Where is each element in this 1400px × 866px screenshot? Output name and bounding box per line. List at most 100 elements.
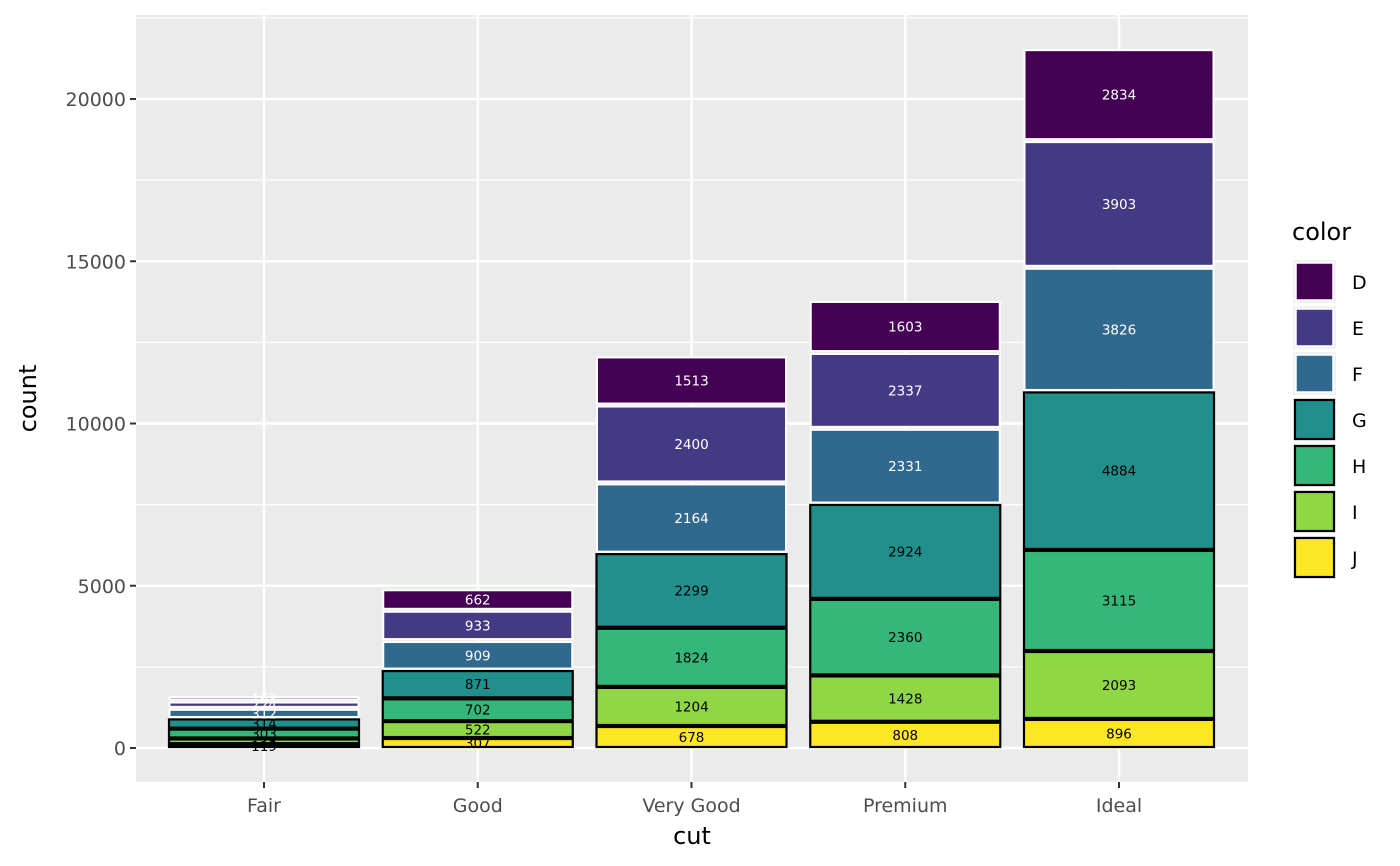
segment-label: 2360 bbox=[888, 630, 922, 646]
segment-label: 2299 bbox=[674, 583, 708, 599]
x-tick-label: Good bbox=[453, 795, 503, 817]
segment-label: 871 bbox=[465, 677, 491, 693]
segment-label: 4884 bbox=[1102, 464, 1136, 480]
legend-swatch-e bbox=[1295, 308, 1334, 347]
bar-segment-very-good-d bbox=[596, 356, 787, 405]
bar-segment-fair-d bbox=[168, 696, 360, 701]
legend-label: I bbox=[1352, 502, 1358, 524]
bar-segment-premium-i bbox=[809, 675, 1002, 722]
y-axis-title: count bbox=[14, 365, 42, 433]
bar-segment-very-good-i bbox=[595, 686, 788, 727]
segment-label: 3903 bbox=[1102, 197, 1136, 213]
legend-label: D bbox=[1352, 272, 1367, 294]
bar-segment-ideal-f bbox=[1023, 267, 1215, 391]
segment-label: 522 bbox=[465, 723, 491, 739]
bar-segment-premium-e bbox=[809, 352, 1001, 428]
segment-label: 1428 bbox=[888, 692, 922, 708]
bar-segment-good-f bbox=[382, 641, 574, 670]
segment-label: 808 bbox=[892, 728, 918, 744]
y-tick-label: 20000 bbox=[66, 89, 126, 111]
segment-label: 702 bbox=[465, 703, 491, 719]
bar-segment-fair-j bbox=[167, 744, 361, 749]
segment-label: 2400 bbox=[674, 437, 708, 453]
bar-segment-premium-g bbox=[809, 503, 1002, 599]
segment-label: 909 bbox=[465, 648, 491, 664]
bar-segment-fair-g bbox=[167, 718, 361, 729]
bar-segment-premium-d bbox=[809, 300, 1001, 352]
bar-segment-ideal-e bbox=[1023, 141, 1215, 267]
bar-segment-good-i bbox=[381, 720, 574, 739]
legend-swatch-f bbox=[1295, 354, 1334, 393]
segment-label: 2834 bbox=[1102, 88, 1136, 104]
segment-label: 1513 bbox=[674, 373, 708, 389]
segment-label: 312 bbox=[251, 706, 277, 722]
segment-label: 678 bbox=[679, 730, 705, 746]
legend-label: F bbox=[1352, 364, 1363, 386]
segment-label: 1824 bbox=[674, 650, 708, 666]
bar-segment-ideal-j bbox=[1022, 718, 1216, 749]
bar-segment-premium-f bbox=[809, 428, 1001, 504]
segment-label: 2331 bbox=[888, 459, 922, 475]
legend-swatch-i bbox=[1293, 490, 1336, 533]
x-tick-label: Ideal bbox=[1096, 795, 1142, 817]
segment-label: 303 bbox=[251, 727, 277, 743]
legend: color D E F G H I J bbox=[1292, 218, 1367, 579]
bar-segment-fair-e bbox=[168, 701, 360, 708]
bar-segment-very-good-e bbox=[596, 405, 787, 483]
x-axis: Fair Good Very Good Premium Ideal bbox=[247, 782, 1142, 817]
segment-label: 1204 bbox=[674, 699, 708, 715]
x-tick-label: Very Good bbox=[642, 795, 740, 817]
legend-label: E bbox=[1352, 318, 1364, 340]
bar-segment-good-h bbox=[381, 698, 574, 722]
segment-label: 662 bbox=[465, 593, 491, 609]
bar-segment-ideal-g bbox=[1022, 391, 1216, 551]
segment-label: 314 bbox=[251, 717, 277, 733]
bar-segment-very-good-f bbox=[596, 483, 787, 553]
bar-segment-good-e bbox=[382, 610, 574, 641]
bar-segment-fair-f bbox=[168, 708, 360, 718]
segment-label: 2924 bbox=[888, 544, 922, 560]
bar-segment-very-good-j bbox=[595, 725, 788, 749]
bar-segment-ideal-d bbox=[1023, 49, 1215, 141]
bar-segment-very-good-g bbox=[595, 553, 788, 628]
legend-label: J bbox=[1351, 548, 1358, 570]
segment-label: 896 bbox=[1106, 726, 1132, 742]
segment-label: 119 bbox=[251, 739, 277, 755]
y-tick-label: 10000 bbox=[66, 414, 126, 436]
bar-segment-very-good-h bbox=[595, 627, 788, 688]
bar-segment-fair-i bbox=[167, 738, 361, 745]
x-tick-label: Premium bbox=[863, 795, 948, 817]
legend-swatch-d bbox=[1295, 262, 1334, 301]
legend-label: G bbox=[1352, 410, 1367, 432]
legend-title: color bbox=[1292, 218, 1351, 246]
segment-label: 2337 bbox=[888, 383, 922, 399]
segment-label: 2093 bbox=[1102, 678, 1136, 694]
segment-label: 224 bbox=[251, 698, 277, 714]
legend-swatch-g bbox=[1293, 398, 1336, 441]
segment-label: 307 bbox=[465, 736, 491, 752]
x-axis-title: cut bbox=[673, 822, 711, 850]
legend-swatch-h bbox=[1293, 444, 1336, 487]
bar-segment-good-g bbox=[381, 669, 574, 699]
bar-segment-fair-h bbox=[167, 728, 361, 739]
segment-label: 163 bbox=[251, 691, 277, 707]
bar-segment-good-j bbox=[381, 737, 574, 749]
bar-segment-premium-h bbox=[809, 598, 1002, 676]
y-axis: 0 5000 10000 15000 20000 bbox=[66, 89, 136, 760]
y-tick-label: 0 bbox=[114, 738, 126, 760]
bars bbox=[167, 49, 1216, 749]
y-tick-label: 15000 bbox=[66, 251, 126, 273]
x-tick-label: Fair bbox=[247, 795, 281, 817]
segment-label: 175 bbox=[251, 734, 277, 750]
segment-label: 3115 bbox=[1102, 593, 1136, 609]
bar-segment-ideal-i bbox=[1022, 650, 1216, 720]
segment-label: 3826 bbox=[1102, 322, 1136, 338]
bar-segment-ideal-h bbox=[1022, 549, 1216, 652]
legend-label: H bbox=[1352, 456, 1366, 478]
segment-label: 933 bbox=[465, 618, 491, 634]
y-tick-label: 5000 bbox=[78, 576, 126, 598]
segment-label: 2164 bbox=[674, 511, 708, 527]
bar-segment-good-d bbox=[382, 589, 574, 610]
